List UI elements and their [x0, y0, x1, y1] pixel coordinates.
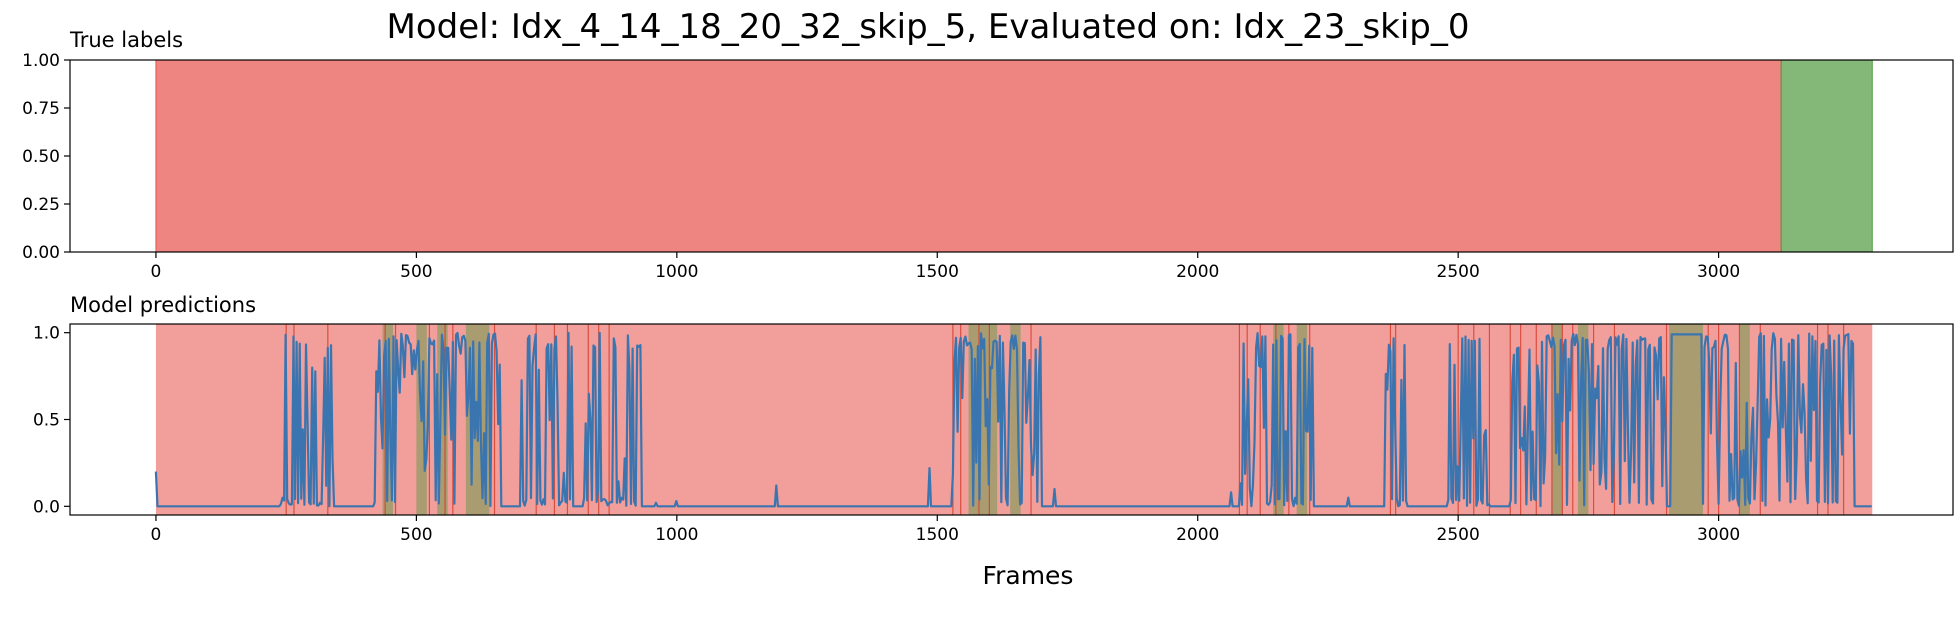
- true-label-segment-green-1: [1780, 59, 1873, 253]
- y-tick-label-0.5: 0.5: [33, 411, 60, 431]
- x-tick-label-500: 500: [400, 525, 432, 545]
- chart-suptitle: Model: Idx_4_14_18_20_32_skip_5, Evaluat…: [386, 7, 1469, 47]
- green-span-6: [1273, 324, 1284, 515]
- x-axis-label: Frames: [983, 561, 1074, 590]
- y-tick-label-0.0: 0.0: [33, 497, 60, 517]
- panel-true-labels: True labels 0 500 1000 1500 2000 2500 3000 0.0…: [22, 28, 1954, 282]
- y-tick-label-0.75: 0.75: [22, 99, 60, 119]
- x-tick-label-500: 500: [400, 262, 432, 282]
- y-tick-label-1.0: 1.0: [33, 324, 60, 344]
- green-span-5: [1010, 324, 1021, 515]
- model-predictions-frame: [69, 323, 1954, 516]
- true-labels-x-ticks: 0 500 1000 1500 2000 2500 3000: [151, 252, 1740, 282]
- model-predictions-x-ticks: 0 500 1000 1500 2000 2500 3000: [151, 515, 1740, 545]
- prediction-line: [154, 331, 1872, 508]
- x-tick-label-1500: 1500: [916, 525, 959, 545]
- x-tick-label-1500: 1500: [916, 262, 959, 282]
- y-tick-label-0.50: 0.50: [22, 147, 60, 167]
- panel-title-true-labels: True labels: [69, 28, 183, 52]
- green-span-11: [1739, 324, 1750, 515]
- x-tick-label-0: 0: [151, 262, 162, 282]
- model-predictions-y-ticks: 0.0 0.5 1.0: [33, 324, 70, 517]
- x-tick-label-2500: 2500: [1437, 525, 1480, 545]
- x-tick-label-1000: 1000: [655, 262, 698, 282]
- x-tick-label-1000: 1000: [655, 525, 698, 545]
- x-tick-label-2000: 2000: [1176, 262, 1219, 282]
- x-tick-label-3000: 3000: [1697, 525, 1740, 545]
- y-tick-label-0.25: 0.25: [22, 195, 60, 215]
- x-tick-label-3000: 3000: [1697, 262, 1740, 282]
- y-tick-label-1.00: 1.00: [22, 51, 60, 71]
- x-tick-label-0: 0: [151, 525, 162, 545]
- true-labels-y-ticks: 0.00 0.25 0.50 0.75 1.00: [22, 51, 70, 263]
- x-tick-label-2500: 2500: [1437, 262, 1480, 282]
- true-labels-plot-area: [155, 59, 1873, 253]
- true-labels-frame: [69, 59, 1954, 253]
- green-span-7: [1296, 324, 1308, 515]
- y-tick-label-0.00: 0.00: [22, 243, 60, 263]
- green-span-2: [437, 324, 448, 515]
- green-span-10: [1669, 324, 1703, 515]
- panel-model-predictions: Model predictions 0 500 1000 1500 2000 2500 30…: [33, 293, 1954, 545]
- true-label-segment-red-0: [155, 59, 1782, 253]
- x-tick-label-2000: 2000: [1176, 525, 1219, 545]
- panel-title-model-predictions: Model predictions: [70, 293, 256, 317]
- model-predictions-plot-area: [154, 324, 1873, 515]
